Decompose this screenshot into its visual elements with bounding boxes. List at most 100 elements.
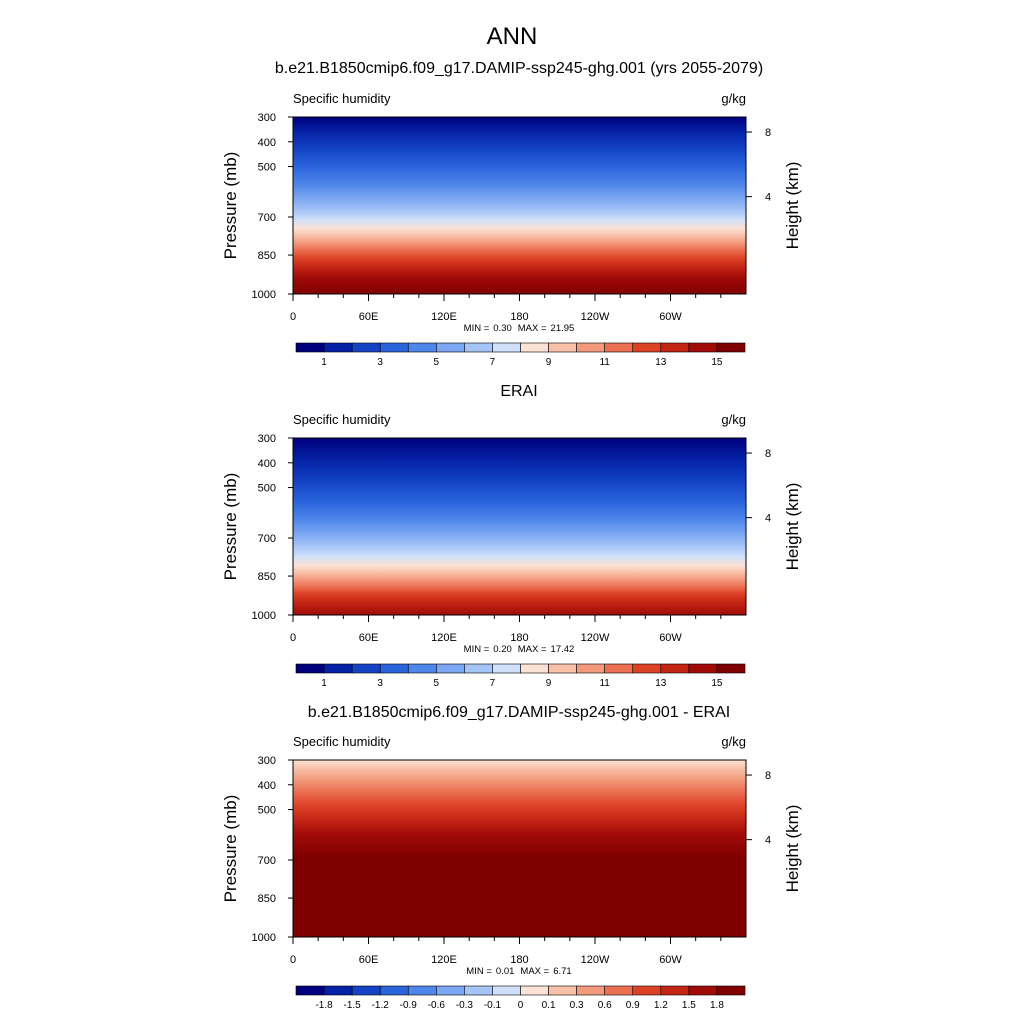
colorbar-label: 1 [321,678,327,689]
colorbar-label: 11 [599,678,610,689]
variable-label: Specific humidity [293,412,391,427]
units-label: g/kg [721,734,746,749]
colorbar-label: 7 [490,678,496,689]
colorbar-swatch [548,342,577,353]
max-label: MAX = [518,644,547,655]
colorbar-swatch [351,985,381,996]
y-tick-label: 700 [258,855,276,867]
colorbar-label: -0.3 [456,1000,474,1011]
x-tick-label: 120E [431,632,457,644]
y-tick-label: 850 [258,571,276,583]
y-tick-label: 400 [258,780,276,792]
colorbar-swatch [436,342,465,353]
colorbar-swatch [520,663,549,674]
y-tick-label: 700 [258,212,276,224]
max-value: 17.42 [551,644,575,655]
colorbar-label: 13 [655,678,667,689]
colorbar-swatch [323,663,353,674]
colorbar-swatch [576,342,605,353]
y-tick-label: 850 [258,893,276,905]
main-title: ANN [487,23,538,50]
colorbar-swatch [295,985,325,996]
y-tick-label: 500 [258,162,276,174]
y-right-tick-label: 4 [765,192,771,204]
colorbar-swatch [295,663,325,674]
y-right-tick-label: 8 [765,448,771,460]
colorbar-swatch [351,342,381,353]
colorbar-swatch [548,985,577,996]
colorbar-label: 3 [377,678,383,689]
colorbar-swatch [688,663,718,674]
colorbar-label: -1.8 [315,1000,333,1011]
colorbar-label: 11 [599,357,610,368]
units-label: g/kg [721,91,746,106]
colorbar-label: 15 [711,678,723,689]
y-right-axis-title: Height (km) [783,805,802,893]
colorbar-swatch [716,342,746,353]
min-max-label: MIN = 0.01 MAX = 6.71 [466,966,571,977]
y-tick-label: 1000 [252,610,276,622]
colorbar-label: 5 [434,357,440,368]
colorbar-label: -0.6 [428,1000,446,1011]
colorbar-swatch [379,342,409,353]
colorbar-swatch [464,985,493,996]
y-tick-label: 300 [258,433,276,445]
colorbar-swatch [464,663,493,674]
colorbar-swatch [407,663,437,674]
colorbar-swatch [688,342,718,353]
y-axis-title: Pressure (mb) [221,152,240,260]
colorbar-label: 1.8 [710,1000,724,1011]
colorbar-swatch [407,985,437,996]
y-axis-title: Pressure (mb) [221,473,240,581]
y-tick-label: 1000 [252,289,276,301]
max-value: 21.95 [551,323,575,334]
colorbar-swatch [716,663,746,674]
x-tick-label: 120E [431,311,457,323]
x-tick-label: 60E [359,311,379,323]
colorbar-swatch [436,985,465,996]
colorbar-label: 7 [490,357,496,368]
colorbar-swatch [604,985,634,996]
colorbar-swatch [660,663,690,674]
colorbar-label: 9 [546,678,552,689]
min-label: MIN = [464,323,490,334]
min-value: 0.30 [493,323,512,334]
max-label: MAX = [520,966,549,977]
colorbar-label: 0.9 [626,1000,640,1011]
colorbar-swatch [492,663,521,674]
colorbar-label: -0.9 [400,1000,418,1011]
colorbar-swatch [632,342,662,353]
colorbar-swatch [436,663,465,674]
colorbar-label: 0.3 [570,1000,584,1011]
colorbar-swatch [520,985,549,996]
colorbar-swatch [323,342,353,353]
panel-1: b.e21.B1850cmip6.f09_g17.DAMIP-ssp245-gh… [221,60,802,368]
colorbar-swatch [407,342,437,353]
x-tick-label: 120E [431,954,457,966]
x-tick-label: 120W [581,632,610,644]
x-tick-label: 120W [581,954,610,966]
x-tick-label: 60E [359,954,379,966]
x-tick-label: 0 [290,632,296,644]
y-right-axis-title: Height (km) [783,483,802,571]
y-tick-label: 500 [258,805,276,817]
y-tick-label: 300 [258,112,276,124]
y-tick-label: 700 [258,533,276,545]
colorbar-swatch [351,663,381,674]
colorbar-label: -0.1 [484,1000,502,1011]
colorbar-swatch [323,985,353,996]
colorbar-label: 0 [518,1000,524,1011]
min-max-label: MIN = 0.20 MAX = 17.42 [464,644,575,655]
x-tick-label: 180 [510,954,528,966]
colorbar-swatch [295,342,325,353]
y-tick-label: 850 [258,250,276,262]
units-label: g/kg [721,412,746,427]
y-right-tick-label: 4 [765,513,771,525]
contour-field [293,438,746,615]
panel-title: b.e21.B1850cmip6.f09_g17.DAMIP-ssp245-gh… [275,60,763,77]
colorbar-swatch [688,985,718,996]
colorbar-swatch [716,985,746,996]
variable-label: Specific humidity [293,734,391,749]
